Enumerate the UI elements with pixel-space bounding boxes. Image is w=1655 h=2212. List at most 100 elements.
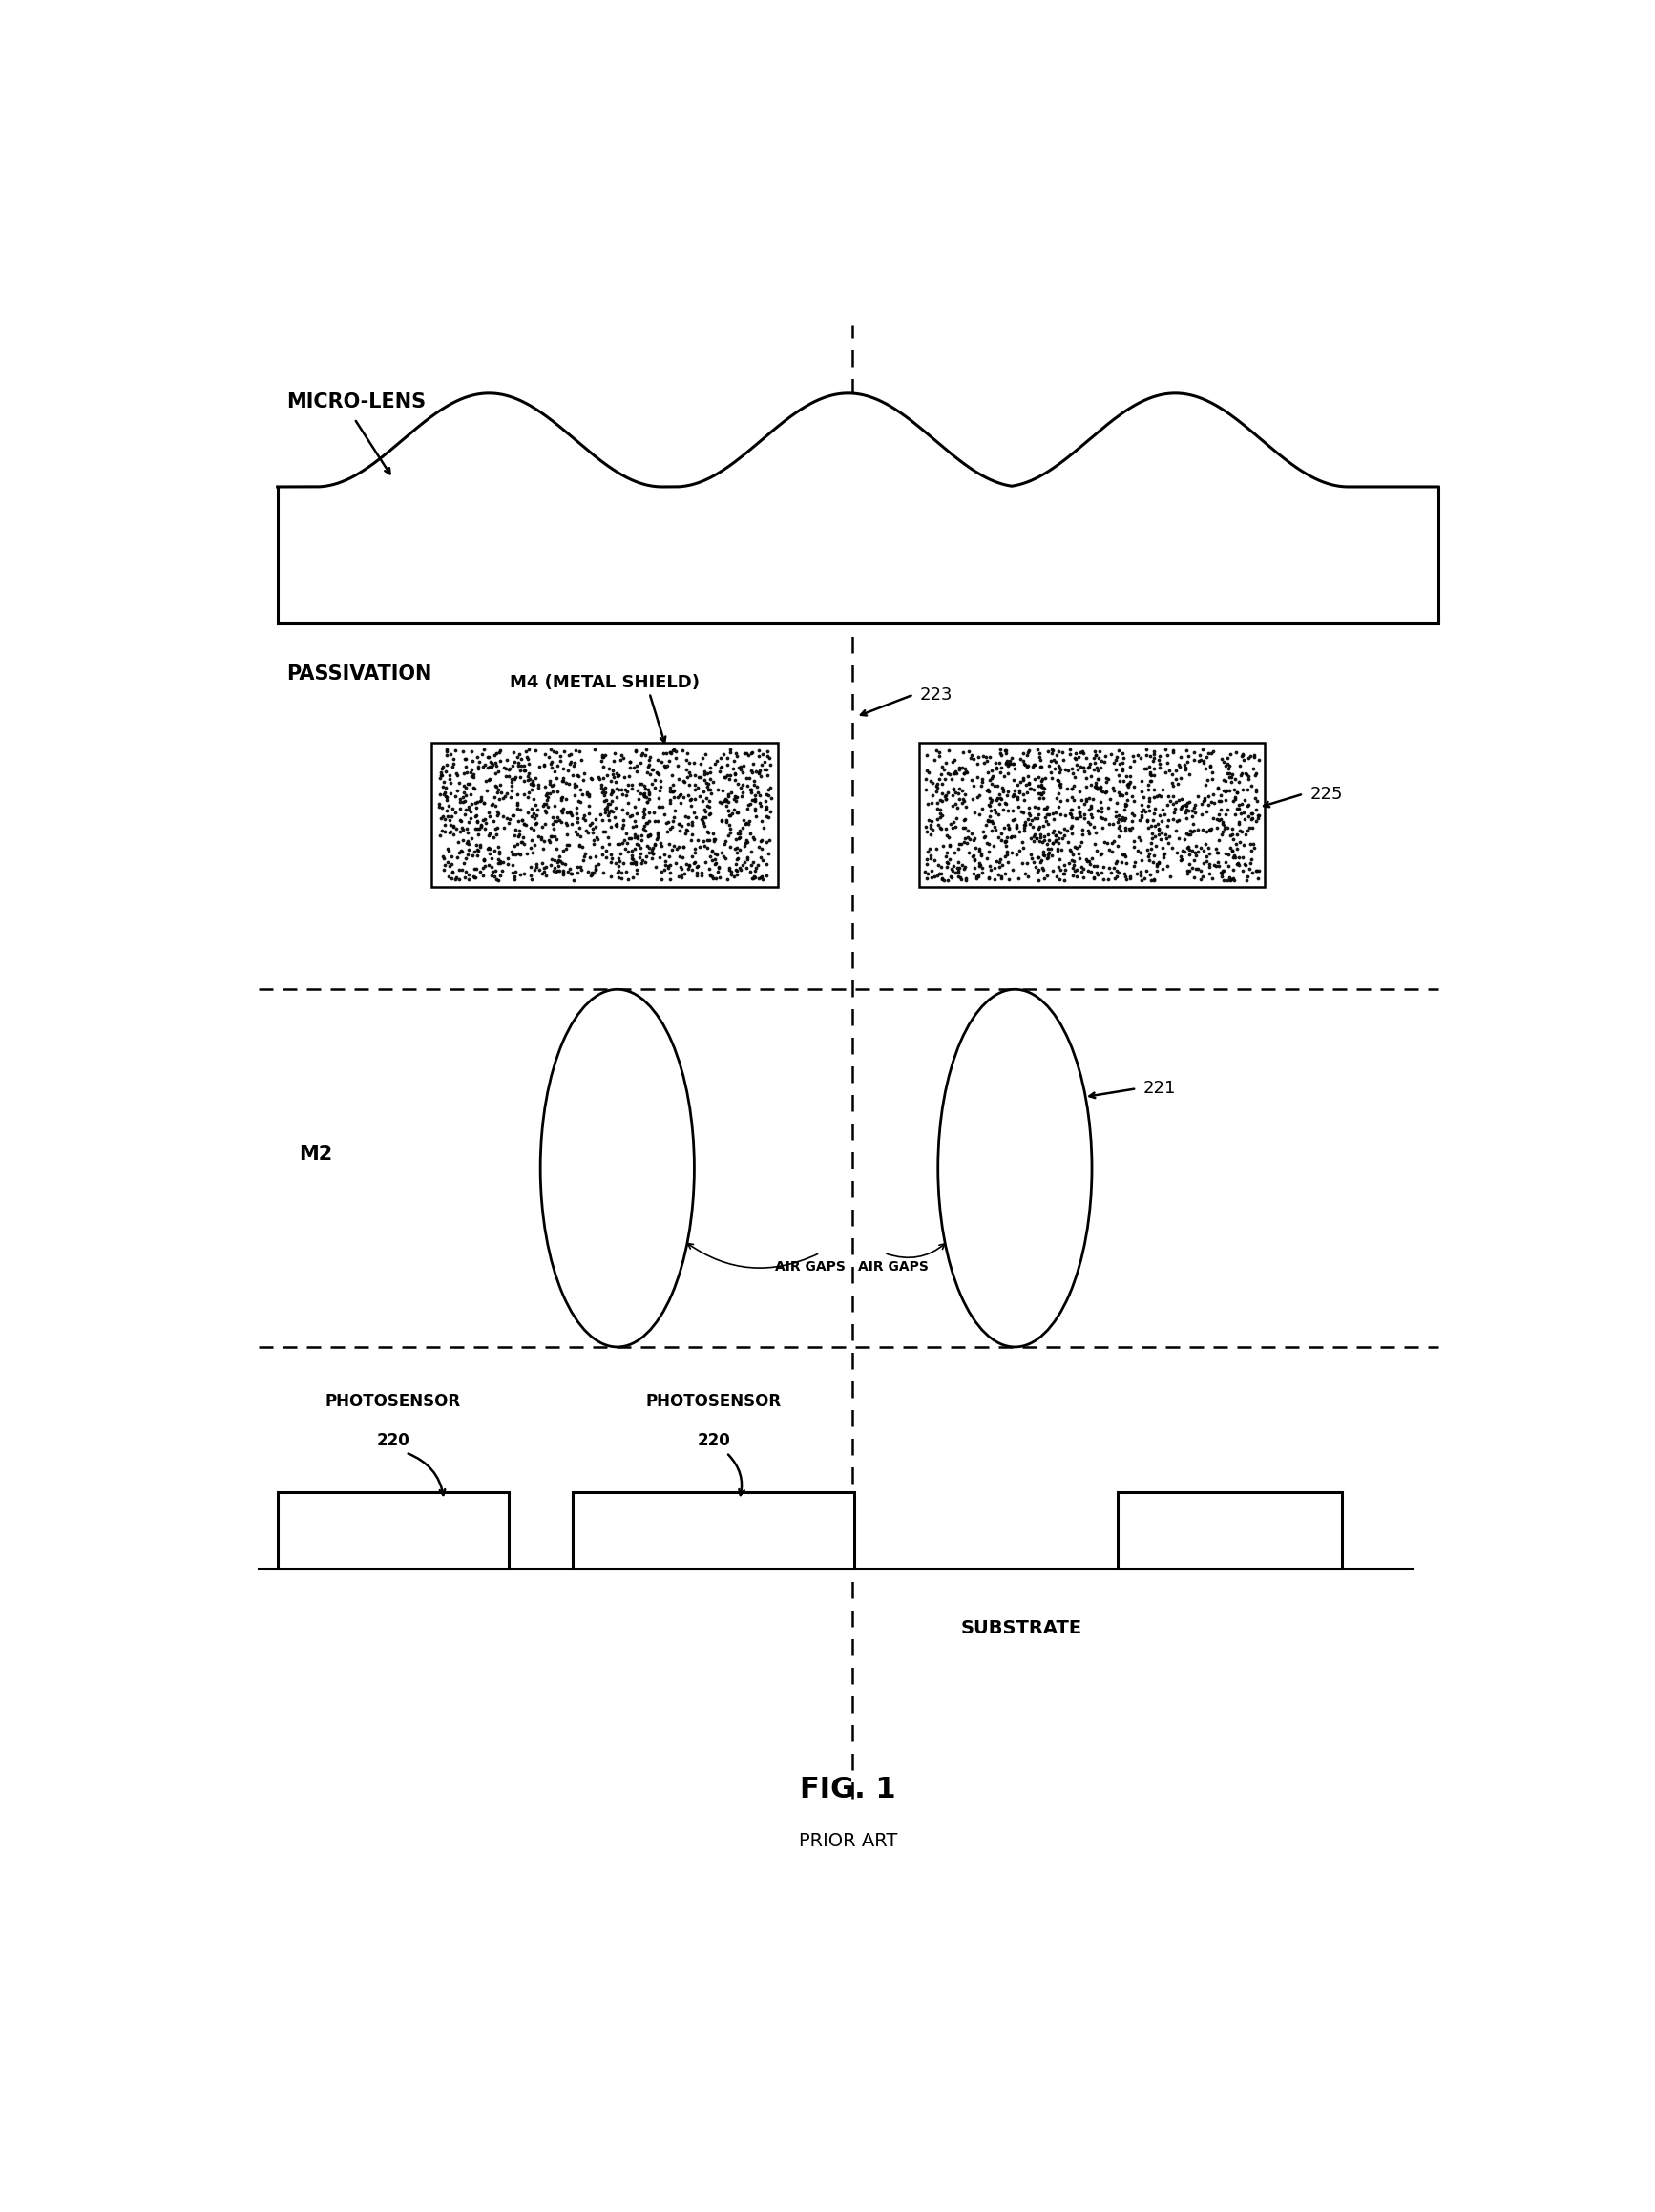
Point (745, 732, 771, 768)
Point (449, 834, 475, 869)
Point (493, 776, 520, 812)
Point (487, 858, 513, 894)
Point (1043, 781, 1069, 816)
Point (463, 832, 490, 867)
Point (713, 757, 740, 792)
Point (501, 863, 528, 898)
Point (685, 849, 712, 885)
Point (579, 810, 606, 845)
Point (1115, 768, 1142, 803)
Point (483, 774, 510, 810)
Point (1046, 768, 1072, 803)
Point (538, 743, 564, 779)
Point (995, 812, 1021, 847)
Point (1213, 772, 1240, 807)
Point (439, 847, 465, 883)
Point (500, 734, 526, 770)
Point (571, 838, 597, 874)
Point (722, 743, 748, 779)
Point (983, 812, 1010, 847)
Point (1117, 759, 1144, 794)
Point (614, 825, 640, 860)
Point (1220, 821, 1246, 856)
Text: PHOTOSENSOR: PHOTOSENSOR (324, 1394, 460, 1409)
Point (1087, 836, 1114, 872)
Point (1145, 743, 1172, 779)
Point (619, 858, 645, 894)
Point (1106, 799, 1132, 834)
Text: 221: 221 (1144, 1079, 1177, 1097)
Point (1197, 812, 1223, 847)
Point (1152, 836, 1178, 872)
Point (520, 765, 546, 801)
Point (1031, 801, 1058, 836)
Point (1046, 790, 1072, 825)
Point (1168, 790, 1195, 825)
Point (602, 790, 629, 825)
Point (604, 759, 631, 794)
Point (531, 849, 558, 885)
Point (498, 834, 525, 869)
Point (1211, 774, 1238, 810)
Point (965, 739, 991, 774)
Point (943, 801, 970, 836)
Point (1114, 765, 1140, 801)
Point (1074, 768, 1101, 803)
Point (632, 812, 659, 847)
Point (440, 816, 467, 852)
Point (1029, 825, 1056, 860)
Point (487, 732, 513, 768)
Point (450, 823, 477, 858)
Point (472, 812, 498, 847)
Point (993, 836, 1019, 872)
Point (745, 830, 771, 865)
Point (495, 759, 521, 794)
Point (684, 858, 710, 894)
Point (960, 768, 986, 803)
Point (1101, 774, 1127, 810)
Point (1139, 763, 1165, 799)
Point (569, 843, 596, 878)
Point (1043, 818, 1069, 854)
Point (1221, 796, 1248, 832)
Point (1010, 743, 1036, 779)
Point (717, 732, 743, 768)
Point (923, 774, 950, 810)
Point (521, 805, 548, 841)
Point (1005, 781, 1031, 816)
Point (1245, 799, 1271, 834)
Point (968, 790, 995, 825)
Point (556, 827, 583, 863)
Point (468, 807, 495, 843)
Point (1071, 750, 1097, 785)
Point (1102, 752, 1129, 787)
Point (435, 834, 462, 869)
Point (493, 752, 520, 787)
Point (1170, 834, 1197, 869)
Point (624, 821, 650, 856)
Point (988, 737, 1015, 772)
Point (453, 825, 480, 860)
Point (973, 739, 1000, 774)
Point (1197, 748, 1223, 783)
Point (1120, 743, 1147, 779)
Point (515, 774, 541, 810)
Point (440, 741, 467, 776)
Point (434, 748, 460, 783)
Point (1081, 741, 1107, 776)
Point (1029, 807, 1056, 843)
Point (607, 854, 634, 889)
Point (727, 814, 753, 849)
Point (1228, 754, 1254, 790)
Point (1016, 790, 1043, 825)
Point (1084, 834, 1111, 869)
Point (561, 768, 588, 803)
Point (1089, 836, 1115, 872)
Point (758, 781, 784, 816)
Point (1115, 765, 1142, 801)
Point (1039, 732, 1066, 768)
Point (1000, 745, 1026, 781)
Point (1001, 763, 1028, 799)
Point (935, 821, 962, 856)
Point (631, 796, 657, 832)
